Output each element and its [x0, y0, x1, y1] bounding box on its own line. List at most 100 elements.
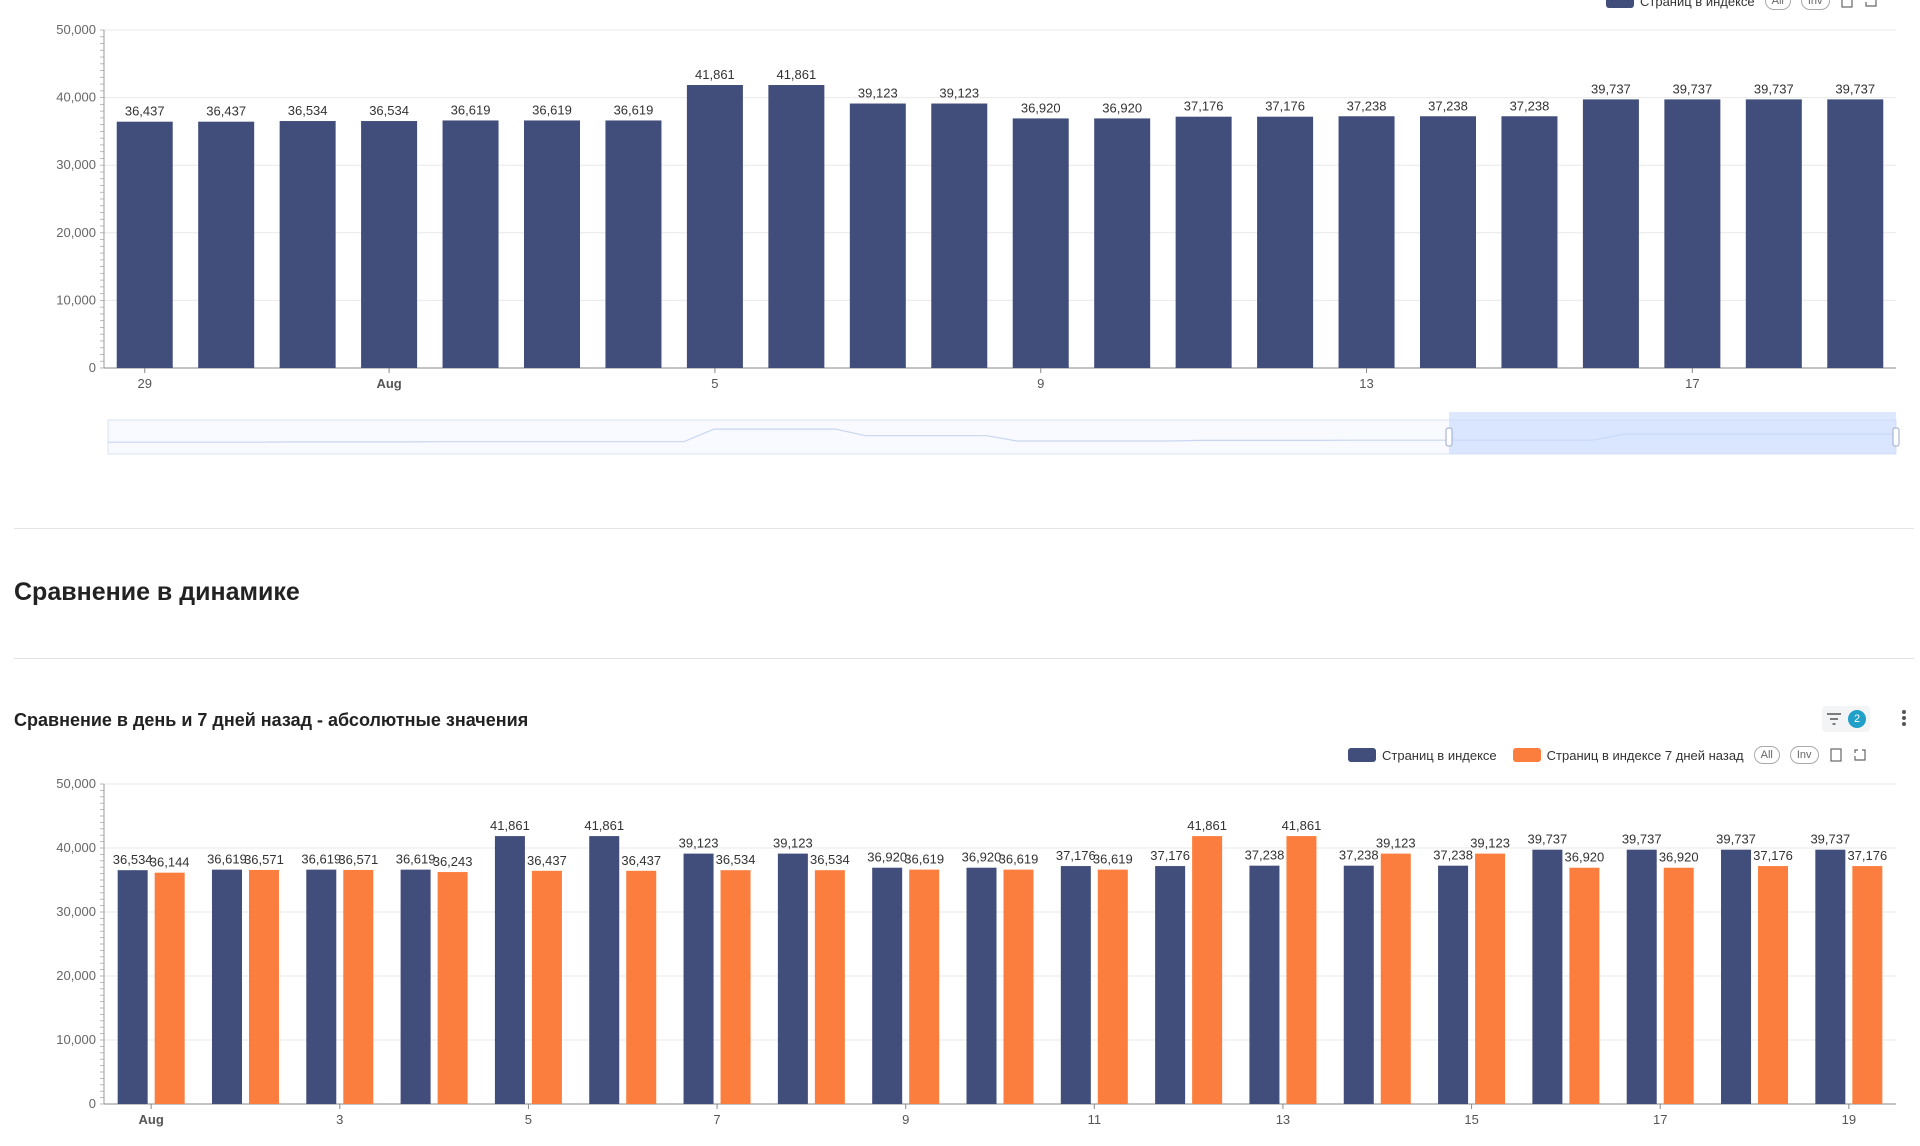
top-legend: Страниц в индексе All Inv: [1606, 0, 1878, 10]
data-label: 36,619: [451, 102, 491, 117]
y-tick-label: 30,000: [56, 157, 96, 172]
data-label: 37,238: [1245, 848, 1285, 863]
bar: [1815, 849, 1846, 1104]
x-tick-label: 29: [137, 376, 151, 391]
bar: [1852, 866, 1883, 1104]
bar: [1257, 116, 1314, 368]
data-label: 39,737: [1810, 832, 1850, 847]
data-label: 36,534: [113, 852, 153, 867]
filter-icon: [1827, 713, 1841, 725]
bar: [849, 103, 906, 369]
expand-icon[interactable]: [1853, 748, 1867, 762]
data-label: 37,238: [1510, 98, 1550, 113]
bar: [1626, 849, 1657, 1104]
x-tick-label: 5: [525, 1112, 532, 1127]
legend-label: Страниц в индексе: [1640, 0, 1755, 9]
legend-item-pages-indexed-7-days-ago[interactable]: Страниц в индексе 7 дней назад: [1512, 747, 1744, 763]
filter-button[interactable]: 2: [1822, 706, 1870, 732]
bar: [1249, 865, 1280, 1104]
x-tick-label: 5: [711, 376, 718, 391]
bar: [931, 103, 988, 369]
bar: [1380, 853, 1411, 1104]
bar: [1338, 116, 1395, 368]
datazoom-handle[interactable]: [1445, 427, 1453, 447]
data-label: 36,920: [1659, 850, 1699, 865]
data-label: 41,861: [1187, 818, 1227, 833]
bar: [117, 870, 148, 1104]
expand-icon[interactable]: [1864, 0, 1878, 8]
more-vertical-icon[interactable]: [1900, 708, 1908, 730]
data-label: 36,534: [288, 103, 328, 118]
x-tick-label: 9: [902, 1112, 909, 1127]
data-label: 36,619: [532, 102, 572, 117]
bookmark-icon[interactable]: [1829, 748, 1843, 762]
data-label: 36,437: [206, 104, 246, 119]
data-label: 39,737: [1672, 81, 1712, 96]
legend-swatch-navy: [1348, 748, 1376, 762]
data-label: 36,920: [962, 850, 1002, 865]
legend-item-pages-indexed[interactable]: Страниц в индексе: [1606, 0, 1755, 9]
datazoom-handle[interactable]: [1892, 427, 1900, 447]
bar: [1438, 865, 1469, 1104]
data-label: 39,737: [1591, 81, 1631, 96]
datazoom-window[interactable]: [1449, 412, 1896, 454]
data-label: 39,737: [1835, 81, 1875, 96]
divider-top: [14, 528, 1914, 529]
bar: [777, 853, 808, 1104]
bar: [1097, 869, 1128, 1104]
bar: [966, 867, 997, 1104]
x-tick-label: 13: [1276, 1112, 1290, 1127]
y-tick-label: 20,000: [56, 225, 96, 240]
data-label: 36,571: [244, 852, 284, 867]
data-label: 36,920: [867, 850, 907, 865]
data-label: 39,123: [679, 836, 719, 851]
bar: [909, 869, 940, 1104]
bar: [306, 869, 337, 1104]
data-label: 39,123: [1376, 836, 1416, 851]
data-label: 37,238: [1347, 98, 1387, 113]
top-bar-chart: 0 10,000 20,000 30,000 40,000 50,000 36,437 36,…: [56, 22, 1900, 455]
data-label: 37,176: [1265, 99, 1305, 114]
data-label: 36,571: [338, 852, 378, 867]
data-label: 39,737: [1754, 81, 1794, 96]
legend-swatch-orange: [1512, 748, 1541, 762]
bar: [605, 120, 662, 368]
legend-label: Страниц в индексе 7 дней назад: [1546, 747, 1744, 763]
data-label: 36,243: [433, 854, 473, 869]
x-tick-label: 7: [713, 1112, 720, 1127]
y-tick-label: 30,000: [56, 904, 96, 919]
data-label: 39,123: [858, 86, 898, 101]
bar: [361, 121, 418, 369]
data-label: 39,737: [1716, 832, 1756, 847]
y-tick-label: 10,000: [56, 292, 96, 307]
x-tick-label: 17: [1653, 1112, 1667, 1127]
data-label: 37,176: [1847, 848, 1887, 863]
bar: [1664, 99, 1721, 369]
bar: [1582, 99, 1639, 369]
bar: [1286, 836, 1317, 1104]
bar: [686, 85, 743, 368]
x-tick-label: 15: [1464, 1112, 1478, 1127]
legend-label: Страниц в индексе: [1382, 747, 1497, 763]
invert-selection-button[interactable]: Inv: [1789, 746, 1819, 764]
data-label: 36,534: [716, 852, 756, 867]
bar: [589, 836, 620, 1104]
divider-middle: [14, 658, 1914, 659]
x-tick-label: 13: [1359, 376, 1373, 391]
bar: [814, 870, 845, 1104]
bookmark-icon[interactable]: [1840, 0, 1854, 8]
bar: [1012, 118, 1069, 368]
select-all-button[interactable]: All: [1753, 746, 1780, 764]
chart-title: Сравнение в день и 7 дней назад - абсолю…: [14, 710, 529, 730]
bar: [1420, 116, 1476, 368]
bar: [872, 867, 903, 1104]
x-tick-label: 17: [1685, 376, 1699, 391]
bar: [1663, 867, 1694, 1104]
data-label: 39,123: [773, 836, 813, 851]
bar: [211, 869, 242, 1104]
data-label: 41,861: [1282, 818, 1322, 833]
x-tick-label: Aug: [139, 1112, 164, 1127]
y-tick-label: 50,000: [56, 22, 96, 37]
legend-item-pages-indexed[interactable]: Страниц в индексе: [1348, 748, 1497, 763]
